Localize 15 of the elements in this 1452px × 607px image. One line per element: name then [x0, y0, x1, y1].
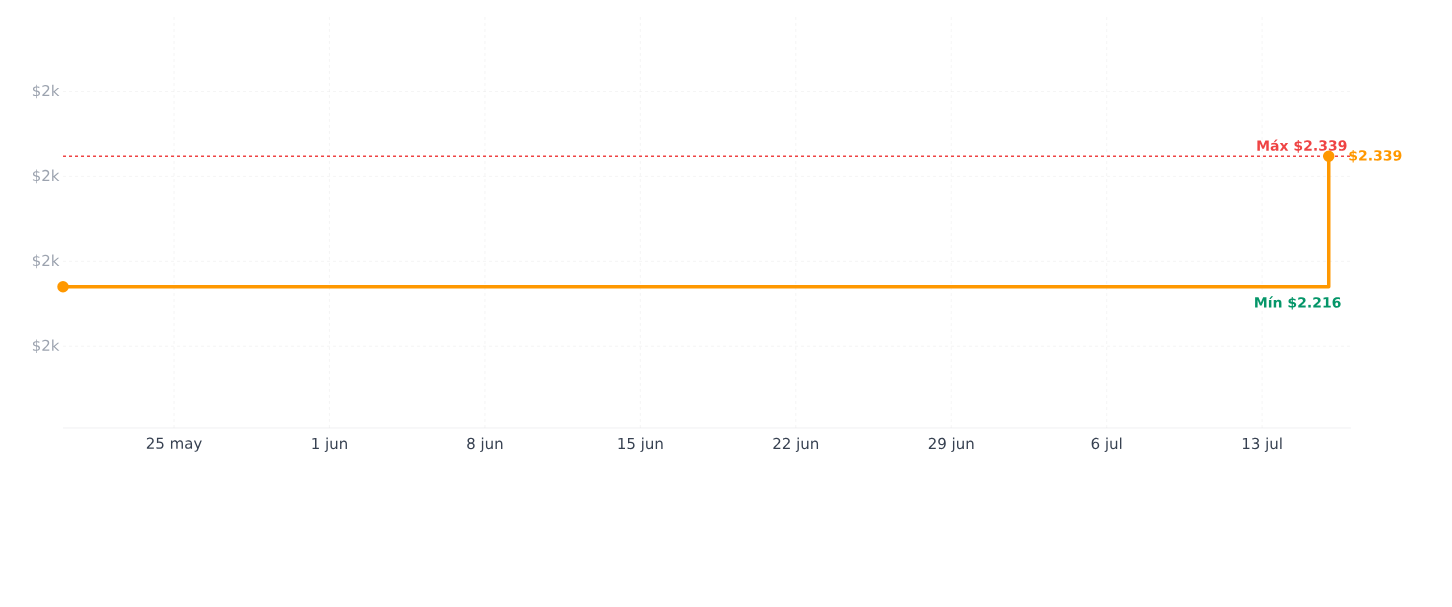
x-tick-label: 1 jun — [312, 437, 347, 453]
y-tick-label: $2k — [32, 254, 60, 269]
y-tick-label: $2k — [32, 84, 60, 99]
x-tick-label: 29 jun — [928, 437, 974, 453]
x-tick-label: 6 jul — [1091, 437, 1122, 453]
y-tick-label: $2k — [32, 169, 60, 184]
x-tick-label: 25 may — [146, 437, 202, 452]
x-tick-label: 15 jun — [618, 437, 663, 453]
y-tick-label: $2k — [32, 339, 60, 354]
annotation: $2.339 — [1349, 149, 1402, 163]
x-tick-label: 22 jun — [773, 437, 819, 453]
ref-line-label: Máx $2.339 — [1257, 139, 1347, 153]
x-tick-label: 13 jul — [1242, 437, 1282, 453]
annotation: Mín $2.216 — [1255, 296, 1341, 310]
x-tick-label: 8 jun — [467, 437, 503, 453]
